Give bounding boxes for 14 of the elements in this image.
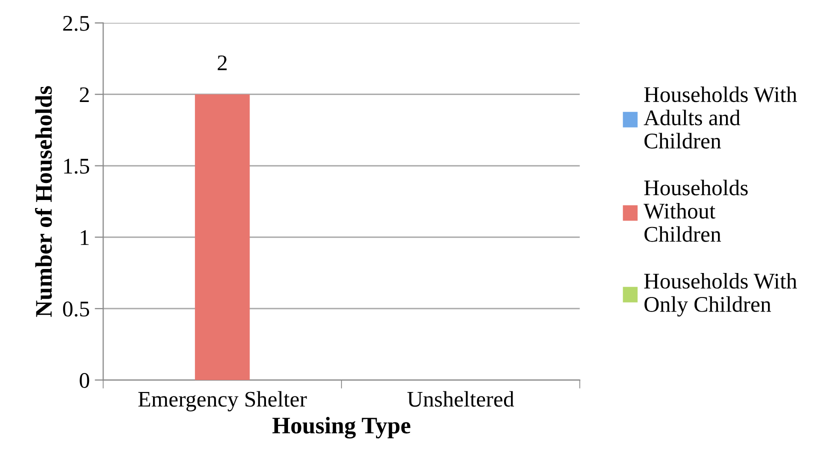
y-tick-label: 0 [80,372,90,388]
x-axis-title: Housing Type [272,416,410,438]
y-tick-label: 1 [80,230,89,245]
data-label: 2 [218,55,227,70]
y-axis-title: Number of Households [35,86,52,317]
y-tick-label: 2.5 [63,16,90,31]
x-tick-label: Emergency Shelter [138,391,307,412]
y-tick-label: 1.5 [64,158,90,174]
legend-label: Households Without Children [644,180,748,242]
y-tick-label: 0.5 [63,302,90,317]
legend-label: Households With Adults and Children [644,86,797,149]
legend-label: Households With Only Children [644,273,797,316]
x-tick-label: Unsheltered [407,391,514,407]
y-tick-label: 2 [80,87,89,102]
